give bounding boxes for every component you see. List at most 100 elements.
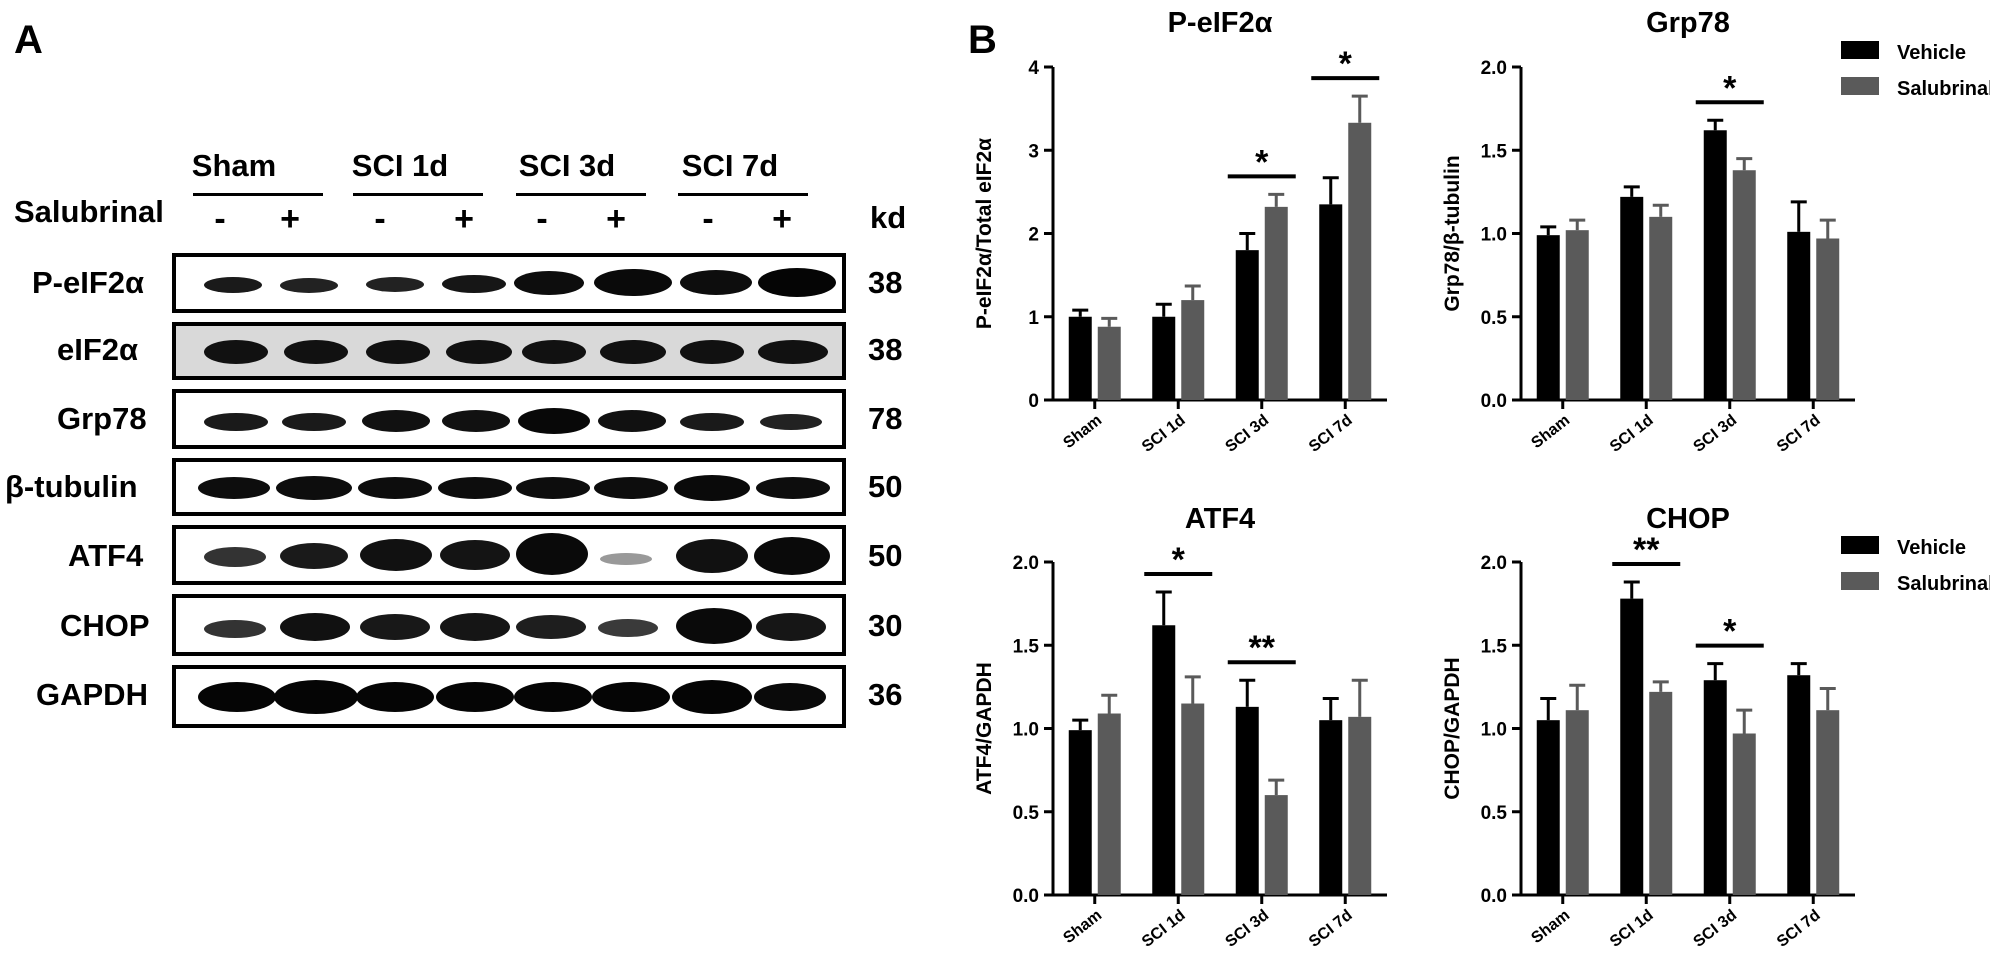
treatment-sign: - [374, 200, 386, 238]
bar-vehicle [1068, 316, 1092, 400]
bar-vehicle [1536, 720, 1560, 895]
x-tick-label: SCI 7d [1774, 907, 1824, 951]
bar-salubrinal [1816, 710, 1840, 895]
panel-a-letter: A [14, 18, 43, 62]
x-tick-label: Sham [1060, 412, 1105, 452]
band [594, 269, 672, 296]
band [360, 614, 430, 640]
x-tick-label: Sham [1060, 907, 1105, 947]
band [756, 477, 830, 499]
band [594, 477, 668, 499]
bar-vehicle [1152, 316, 1176, 400]
group-underline [678, 193, 808, 196]
kd-value: 78 [868, 401, 903, 436]
band [198, 477, 270, 499]
blot-strip-grp78 [172, 389, 846, 449]
bar-salubrinal [1181, 703, 1205, 895]
band [756, 613, 826, 641]
bar-vehicle [1620, 196, 1644, 400]
kd-value: 38 [868, 265, 903, 300]
x-tick-label: Sham [1528, 412, 1573, 452]
legend-label: Vehicle [1897, 42, 1966, 64]
bar-vehicle [1703, 680, 1727, 895]
legend-label: Salubrinal [1897, 78, 1990, 100]
band [362, 410, 430, 432]
y-tick-label: 0.5 [1013, 803, 1040, 824]
x-tick-label: SCI 7d [1774, 412, 1824, 456]
blot-strip-beta-tubulin [172, 458, 846, 516]
kd-value: 36 [868, 677, 903, 712]
y-tick-label: 0.0 [1013, 886, 1039, 907]
y-tick-label: 2.0 [1481, 553, 1507, 574]
bar-salubrinal [1649, 691, 1673, 895]
legend-label: Vehicle [1897, 537, 1966, 559]
blot-strip-chop [172, 594, 846, 656]
band [360, 539, 432, 571]
chart-2: ATF4 0.0 0.5 1.0 1.5 2.0 ATF4/GAPDH Sham SCI 1d S… [973, 503, 1387, 951]
band [522, 340, 586, 364]
y-tick-label: 0.5 [1481, 803, 1508, 824]
treatment-sign: + [606, 200, 626, 238]
x-tick-label: SCI 1d [1139, 907, 1189, 951]
chart-0: P-eIF2α 0 1 2 3 4 P-eIF2α/Total eIF2α Sham SCI 1… [973, 7, 1387, 456]
bar-vehicle [1703, 130, 1727, 400]
blot-strip-p-eif2a [172, 253, 846, 313]
bar-salubrinal [1097, 326, 1121, 400]
significance-marker: * [1723, 69, 1737, 107]
band [446, 340, 512, 364]
blot-strip-eif2a [172, 322, 846, 380]
x-tick-label: SCI 7d [1306, 907, 1356, 951]
band [514, 682, 592, 712]
group-underline [353, 193, 483, 196]
y-tick-label: 1.5 [1013, 636, 1040, 657]
band [516, 615, 586, 639]
y-tick-label: 2.0 [1481, 58, 1507, 79]
kd-header: kd [870, 200, 907, 235]
legend-swatch-vehicle [1841, 536, 1879, 554]
row-label-gapdh: GAPDH [36, 677, 148, 712]
band [274, 680, 358, 714]
band [598, 619, 658, 637]
significance-marker: * [1255, 143, 1269, 181]
bar-vehicle [1536, 235, 1560, 400]
bar-vehicle [1152, 625, 1176, 895]
row-label-grp78: Grp78 [57, 401, 147, 436]
significance-marker: * [1723, 613, 1737, 651]
kd-value: 38 [868, 332, 903, 367]
band [276, 476, 352, 500]
band [282, 413, 346, 431]
band [672, 680, 752, 714]
y-tick-label: 1.5 [1481, 141, 1508, 162]
band [518, 408, 590, 434]
band [204, 277, 262, 293]
legend-swatch-salubrinal [1841, 77, 1879, 95]
y-tick-label: 2 [1028, 225, 1039, 246]
band [436, 682, 514, 712]
x-tick-label: SCI 3d [1691, 907, 1741, 951]
kd-value: 50 [868, 469, 903, 504]
bar-salubrinal [1264, 206, 1288, 400]
band [758, 340, 828, 364]
chart-3: CHOP 0.0 0.5 1.0 1.5 2.0 CHOP/GAPDH Sham SCI 1d S… [1441, 503, 1990, 951]
bar-salubrinal [1565, 230, 1589, 400]
band [598, 410, 666, 432]
band [204, 620, 266, 638]
bar-salubrinal [1649, 216, 1673, 400]
band [680, 270, 752, 295]
y-axis-label: Grp78/β-tubulin [1441, 155, 1464, 311]
band [680, 413, 744, 431]
x-tick-label: SCI 1d [1139, 412, 1189, 456]
panel-b-letter: B [968, 18, 997, 62]
y-tick-label: 0 [1028, 391, 1039, 412]
bar-vehicle [1787, 231, 1811, 400]
band [440, 540, 510, 570]
bar-salubrinal [1097, 713, 1121, 895]
band [600, 340, 666, 364]
chart-title: Grp78 [1646, 7, 1730, 39]
treatment-sign: - [214, 200, 226, 238]
row-label-chop: CHOP [60, 608, 150, 643]
x-tick-label: SCI 3d [1691, 412, 1741, 456]
y-tick-label: 4 [1028, 58, 1039, 79]
y-tick-label: 0.0 [1481, 886, 1507, 907]
